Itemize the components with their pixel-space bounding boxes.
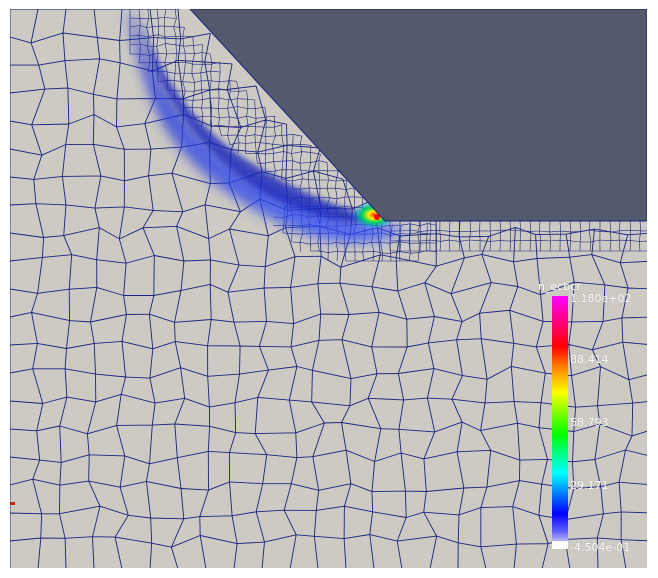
legend-tick-2: 58.793 [570,416,609,429]
cutting-tool [189,9,647,222]
legend-tick-min: -4.504e-01 [570,541,631,554]
legend-tick-max: 1.180e+02 [570,292,632,305]
fem-mesh-plot [10,9,647,568]
shear-band [128,14,405,243]
legend-title: n_ecbcr [538,280,581,293]
legend-tick-3: 29.171 [570,479,609,492]
origin-marker [10,502,15,505]
legend-color-bar-min [552,541,568,549]
legend-color-bar [552,296,568,549]
render-viewport[interactable]: n_ecbcr 1.180e+02 88.414 58.793 29.171 -… [10,9,647,568]
legend-tick-1: 88.414 [570,353,609,366]
